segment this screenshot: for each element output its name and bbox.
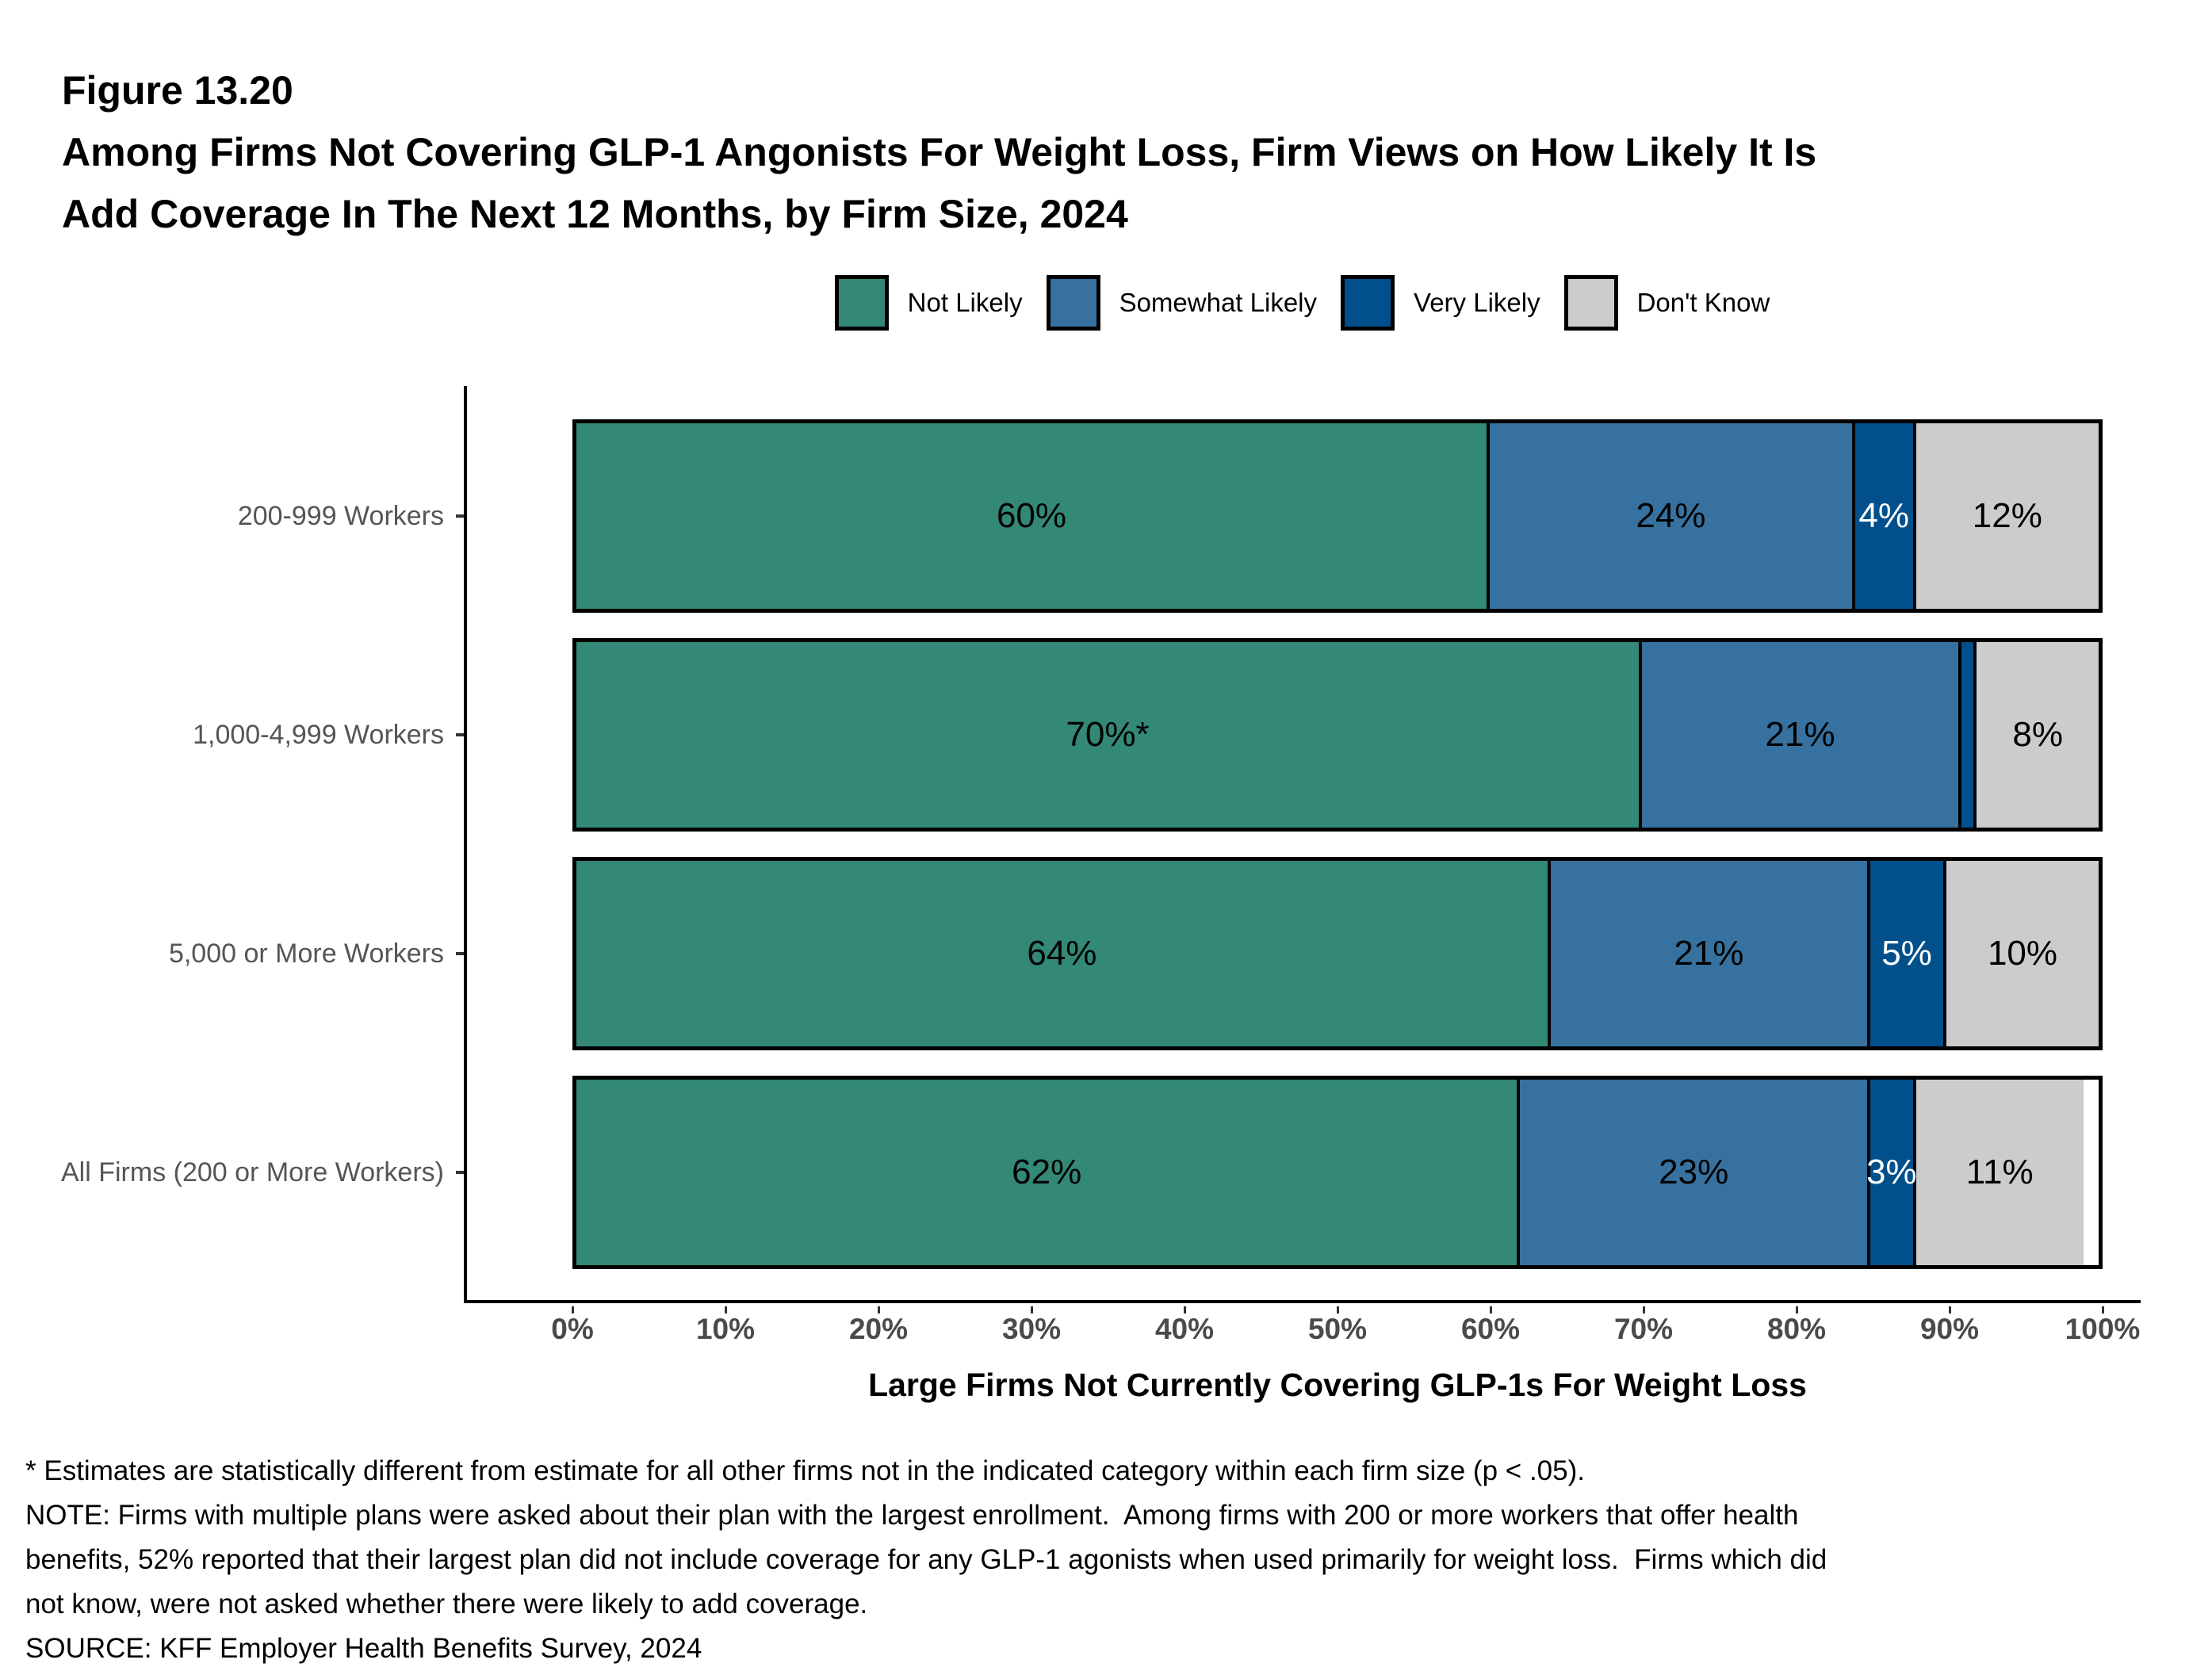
x-axis-tick — [1795, 1306, 1798, 1313]
bar-value-label: 60% — [996, 496, 1067, 535]
footnote-source: SOURCE: KFF Employer Health Benefits Sur… — [25, 1633, 702, 1664]
bar-segment-very-likely-5-000-or-more-workers: 5% — [1869, 861, 1946, 1046]
footnotes: * Estimates are statistically different … — [25, 1449, 1827, 1671]
figure-title-line-1: Among Firms Not Covering GLP-1 Angonists… — [62, 130, 1817, 174]
bar-segment-not-likely-1-000-4-999-workers: 70%* — [576, 642, 1642, 828]
x-axis-tick — [2101, 1306, 2104, 1313]
legend-swatch-somewhat-likely — [1046, 275, 1100, 331]
legend-item-don-t-know: Don't Know — [1563, 275, 1770, 331]
bar-segment-somewhat-likely-1-000-4-999-workers: 21% — [1642, 642, 1962, 828]
bar-segment-very-likely-1-000-4-999-workers — [1961, 642, 1977, 828]
legend-swatch-don-t-know — [1563, 275, 1618, 331]
x-axis-line — [464, 1300, 2141, 1303]
bar-value-label: 24% — [1636, 496, 1706, 535]
title-block: Figure 13.20 Among Firms Not Covering GL… — [62, 59, 1816, 245]
y-axis-tick — [456, 514, 464, 518]
x-tick-label-40: 40% — [1154, 1313, 1215, 1345]
figure-title-line-2: Add Coverage In The Next 12 Months, by F… — [62, 192, 1128, 236]
x-tick-label-60: 60% — [1460, 1313, 1521, 1345]
bar-value-label: 10% — [1987, 934, 2058, 973]
bar-row-all-firms-200-or-more-workers: 62% 23% 3% 11% — [572, 1076, 2103, 1269]
y-axis-tick — [456, 733, 464, 736]
bar-row-200-999-workers: 60% 24% 4% 12% — [572, 419, 2103, 613]
category-label-all-firms-200-or-more-workers: All Firms (200 or More Workers) — [61, 1157, 444, 1187]
x-tick-label-70: 70% — [1613, 1313, 1674, 1345]
legend-label-not-likely: Not Likely — [907, 288, 1023, 317]
y-axis-tick — [456, 952, 464, 955]
plot-area: 60% 24% 4% 12% 70%* 21% 8% 64% 21% 5% 10% 62% 23% 3% 1… — [456, 386, 2141, 1313]
x-tick-label-30: 30% — [1001, 1313, 1062, 1345]
category-label-1-000-4-999-workers: 1,000-4,999 Workers — [193, 719, 444, 750]
x-axis-tick — [877, 1306, 880, 1313]
category-label-200-999-workers: 200-999 Workers — [237, 500, 444, 531]
x-axis-tick — [571, 1306, 574, 1313]
bar-value-label: 8% — [2012, 715, 2063, 754]
bar-row-5-000-or-more-workers: 64% 21% 5% 10% — [572, 857, 2103, 1050]
bar-segment-not-likely-200-999-workers: 60% — [576, 423, 1490, 609]
bar-value-label: 5% — [1881, 934, 1932, 973]
x-tick-label-50: 50% — [1307, 1313, 1368, 1345]
bar-value-label: 62% — [1012, 1153, 1082, 1191]
bar-segment-don-t-know-1-000-4-999-workers: 8% — [1977, 642, 2099, 828]
bar-value-label: 64% — [1027, 934, 1097, 973]
bar-segment-somewhat-likely-5-000-or-more-workers: 21% — [1550, 861, 1870, 1046]
y-axis-line — [464, 386, 467, 1300]
x-tick-label-80: 80% — [1766, 1313, 1827, 1345]
legend-swatch-very-likely — [1341, 275, 1395, 331]
legend-item-somewhat-likely: Somewhat Likely — [1046, 275, 1318, 331]
y-axis-category-labels: 200-999 Workers 1,000-4,999 Workers 5,000 … — [0, 386, 444, 1300]
bar-value-label: 21% — [1674, 934, 1744, 973]
figure-number: Figure 13.20 — [62, 68, 293, 113]
x-axis-tick — [1489, 1306, 1492, 1313]
bar-value-label: 23% — [1659, 1153, 1729, 1191]
x-tick-label-0: 0% — [551, 1313, 594, 1345]
x-tick-label-10: 10% — [695, 1313, 756, 1345]
bar-value-label: 70%* — [1066, 715, 1150, 754]
bar-segment-very-likely-all-firms-200-or-more-workers: 3% — [1866, 1080, 1917, 1265]
x-axis-tick — [1336, 1306, 1339, 1313]
legend-swatch-not-likely — [834, 275, 889, 331]
bar-segment-somewhat-likely-all-firms-200-or-more-workers: 23% — [1520, 1080, 1870, 1265]
x-axis-tick — [1183, 1306, 1186, 1313]
x-tick-label-90: 90% — [1919, 1313, 1980, 1345]
bar-value-label: 12% — [1972, 496, 2042, 535]
bar-segment-very-likely-200-999-workers: 4% — [1854, 423, 1916, 609]
bar-value-label: 11% — [1965, 1153, 2034, 1191]
bar-value-label: 3% — [1866, 1153, 1917, 1191]
x-axis-tick — [1642, 1306, 1645, 1313]
legend-label-don-t-know: Don't Know — [1636, 288, 1770, 317]
legend-item-not-likely: Not Likely — [834, 275, 1023, 331]
legend-label-somewhat-likely: Somewhat Likely — [1119, 288, 1318, 317]
x-axis-tick — [1030, 1306, 1033, 1313]
y-axis-tick — [456, 1171, 464, 1174]
footnote-asterisk: * Estimates are statistically different … — [25, 1455, 1585, 1486]
footnote-note-line-1: NOTE: Firms with multiple plans were ask… — [25, 1500, 1799, 1531]
x-axis-tick — [724, 1306, 727, 1313]
bar-row-1-000-4-999-workers: 70%* 21% 8% — [572, 638, 2103, 832]
x-axis-title: Large Firms Not Currently Covering GLP-1… — [868, 1367, 1807, 1403]
category-label-5-000-or-more-workers: 5,000 or More Workers — [168, 938, 444, 969]
bar-segment-not-likely-5-000-or-more-workers: 64% — [576, 861, 1551, 1046]
legend-item-very-likely: Very Likely — [1341, 275, 1540, 331]
bar-segment-don-t-know-200-999-workers: 12% — [1915, 423, 2099, 609]
bar-segment-don-t-know-all-firms-200-or-more-workers: 11% — [1915, 1080, 2084, 1265]
bar-segment-somewhat-likely-200-999-workers: 24% — [1490, 423, 1855, 609]
footnote-note-line-2: benefits, 52% reported that their larges… — [25, 1544, 1827, 1575]
bar-segment-not-likely-all-firms-200-or-more-workers: 62% — [576, 1080, 1521, 1265]
legend: Not Likely Somewhat Likely Very Likely Don'… — [464, 275, 2141, 331]
x-axis-tick — [1948, 1306, 1951, 1313]
footnote-note-line-3: not know, were not asked whether there w… — [25, 1589, 868, 1619]
x-tick-label-100: 100% — [2065, 1313, 2141, 1345]
bar-segment-don-t-know-5-000-or-more-workers: 10% — [1946, 861, 2099, 1046]
legend-label-very-likely: Very Likely — [1414, 288, 1540, 317]
bar-value-label: 4% — [1858, 496, 1909, 535]
bar-value-label: 21% — [1765, 715, 1835, 754]
x-axis-tick-labels: 0% 10% 20% 30% 40% 50% 60% 70% 80% 90% 100% — [0, 1313, 2212, 1348]
x-tick-label-20: 20% — [848, 1313, 909, 1345]
